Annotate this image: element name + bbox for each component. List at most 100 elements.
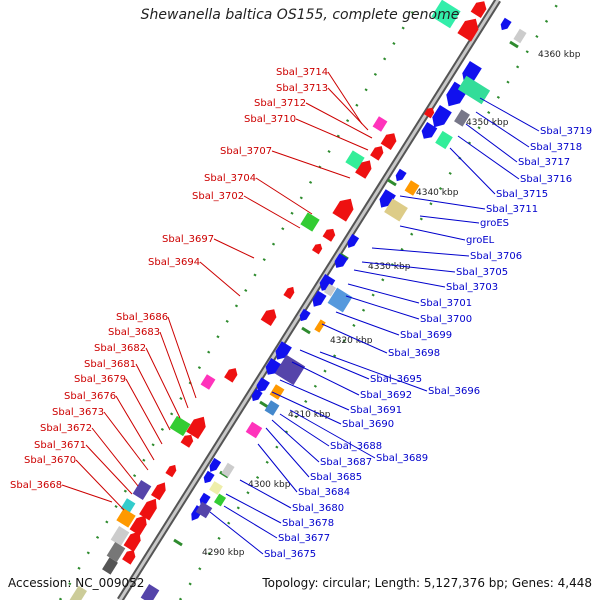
guide-track-2 [178,0,562,600]
reverse-gene-label: Sbal_3685 [310,472,362,483]
reverse-leader [345,295,420,320]
forward-gene-label: Sbal_3682 [94,343,146,354]
tick-label: 4340 kbp [416,188,459,198]
reverse-gene-label: Sbal_3677 [278,533,330,544]
forward-leader [125,378,163,445]
reverse-gene-label: Sbal_3701 [420,298,472,309]
gene-block [140,584,160,600]
forward-leader [295,118,369,151]
gene-block [314,319,326,333]
reverse-leader [271,419,320,463]
forward-gene-arrow [370,146,384,161]
reverse-leader [279,413,330,447]
gene-features [68,0,527,600]
gene-block [431,0,461,29]
forward-gene-arrow [322,228,336,242]
tick-label: 4320 kbp [330,336,373,346]
forward-leader [167,316,197,399]
forward-gene-arrow [470,1,487,18]
reverse-gene-arrow [334,253,348,268]
reverse-leader [449,147,496,195]
reverse-gene-label: Sbal_3678 [282,518,334,529]
forward-gene-arrow [186,416,206,439]
reverse-leader [321,323,388,354]
reverse-leader [335,311,400,336]
reverse-gene-arrow [275,341,292,360]
gene-block [116,508,136,528]
forward-gene-arrow [180,434,194,448]
forward-gene-arrow [224,368,238,383]
forward-leader [327,71,363,125]
forward-leader [115,395,155,461]
forward-gene-label: Sbal_3673 [52,407,104,418]
forward-gene-arrow [332,198,354,222]
reverse-leader [271,391,342,425]
reverse-leader [289,409,376,459]
forward-gene-label: Sbal_3714 [276,67,328,78]
gene-block [454,109,470,127]
map-title: Shewanella baltica OS155, complete genom… [140,7,460,23]
forward-gene-label: Sbal_3672 [40,423,92,434]
tick-label: 4310 kbp [288,410,331,420]
reverse-gene-label: Sbal_3692 [360,390,412,401]
forward-leader [213,238,255,259]
forward-gene-arrow [122,550,136,565]
forward-leader [199,261,241,297]
forward-gene-arrow [260,309,277,326]
forward-gene-arrow [165,464,177,478]
gene-block [513,28,527,44]
forward-leader [103,411,149,471]
reverse-gene-label: Sbal_3688 [330,441,382,452]
gene-block [110,526,130,546]
forward-leader [75,459,125,511]
forward-gene-label: Sbal_3670 [24,455,76,466]
reverse-leader [465,123,518,163]
forward-gene-arrow [355,160,372,179]
gene-labels: Sbal_3714 Sbal_3713 Sbal_3712 Sbal_3710 Sbal… [10,67,592,560]
gene-block [209,481,223,495]
reverse-gene-label: Sbal_3690 [342,419,394,430]
reverse-leader [225,493,282,524]
forward-leader [243,195,301,229]
forward-leader [327,87,369,131]
topology-text: Topology: circular; Length: 5,127,376 bp… [262,576,592,590]
forward-gene-label: Sbal_3668 [10,480,62,491]
forward-gene-label: Sbal_3671 [34,440,86,451]
gene-block [327,287,353,313]
forward-gene-arrow [312,243,323,255]
tick-label: 4360 kbp [538,50,581,60]
gene-block [264,400,280,416]
reverse-leader [239,479,292,509]
forward-gene-label: Sbal_3681 [84,359,136,370]
reverse-leader [299,349,370,380]
forward-leader [305,102,373,139]
reverse-gene-label: Sbal_3698 [388,348,440,359]
gene-block [106,542,126,562]
reverse-gene-arrow [312,290,327,307]
forward-gene-label: Sbal_3710 [244,114,296,125]
reverse-leader [279,379,350,411]
reverse-gene-label: Sbal_3675 [264,549,316,560]
forward-gene-label: Sbal_3697 [162,234,214,245]
accession-text: Accession: NC_009052 [8,576,145,590]
reverse-leader [291,361,360,396]
forward-gene-label: Sbal_3686 [116,312,168,323]
gene-block [345,150,365,170]
gene-block [435,130,453,150]
reverse-gene-label: Sbal_3680 [292,503,344,514]
map-decorations [58,0,562,600]
reverse-gene-label: Sbal_3695 [370,374,422,385]
reverse-gene-label: Sbal_3696 [428,386,480,397]
forward-leader [135,363,171,431]
reverse-leader [361,261,456,273]
gene-block [372,116,388,132]
forward-leader [61,484,113,503]
reverse-gene-label: Sbal_3718 [530,142,582,153]
reverse-gene-label: Sbal_3700 [420,314,472,325]
reverse-gene-arrow [500,17,512,31]
gene-block [384,198,408,222]
reverse-gene-label: Sbal_3717 [518,157,570,168]
forward-gene-label: Sbal_3702 [192,191,244,202]
tick-mark [509,40,519,49]
tick-label: 4300 kbp [248,480,291,490]
